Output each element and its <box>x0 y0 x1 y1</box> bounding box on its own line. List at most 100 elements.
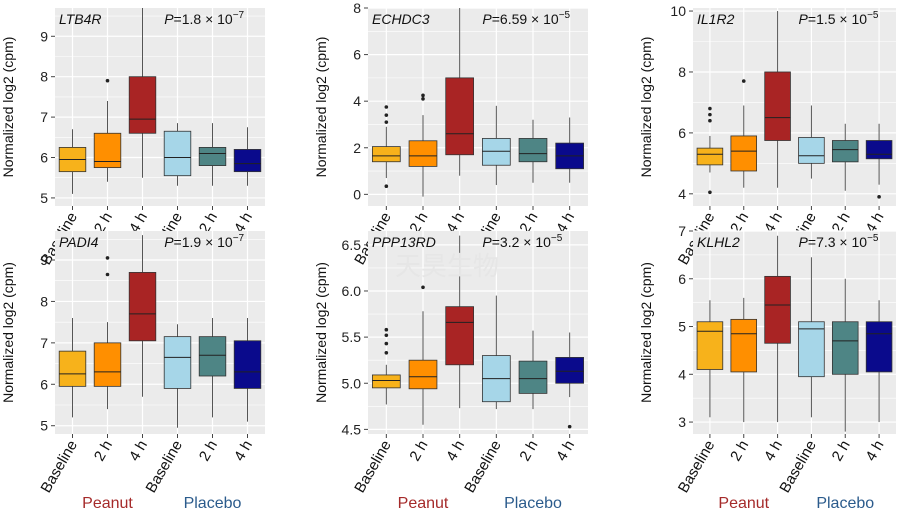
box-klhl2-4 <box>831 278 859 432</box>
y-tick-label: 6 <box>678 125 686 141</box>
group-label-placebo: Placebo <box>184 495 242 512</box>
y-tick-label: 5 <box>40 418 48 434</box>
box-il1r2-0 <box>696 106 724 195</box>
iqr-box <box>831 140 859 163</box>
outlier-point <box>384 341 389 346</box>
iqr-box <box>730 318 758 373</box>
y-tick-label: 0 <box>353 186 361 202</box>
panel-background <box>368 231 588 434</box>
gene-name: ECHDC3 <box>372 11 430 27</box>
y-axis-label: Normalized log2 (cpm) <box>0 262 16 403</box>
gene-name: IL1R2 <box>697 11 735 27</box>
p-value-annotation: P=1.9 × 10−7 <box>164 233 244 250</box>
box-ppp13rd-1 <box>408 285 438 425</box>
y-tick-label: 6.0 <box>342 283 362 299</box>
group-label-peanut: Peanut <box>398 495 449 512</box>
outlier-point <box>384 184 389 188</box>
iqr-box <box>93 132 122 169</box>
outlier-point <box>421 285 425 290</box>
group-label-peanut: Peanut <box>82 495 133 512</box>
box-klhl2-0 <box>696 300 724 418</box>
p-value-annotation: P=6.59 × 10−5 <box>482 10 570 27</box>
outlier-point <box>567 424 572 429</box>
p-symbol: P <box>482 234 492 250</box>
outlier-point <box>421 93 425 98</box>
y-tick-label: 6 <box>353 47 361 63</box>
group-label-peanut: Peanut <box>718 495 769 512</box>
iqr-box <box>371 146 401 163</box>
p-mantissa: 1.5 × 10 <box>816 11 867 27</box>
box-il1r2-1 <box>730 79 758 188</box>
x-category-label: 2 h <box>727 438 752 465</box>
gene-name: PADI4 <box>59 234 99 250</box>
watermark: 天昊生物 <box>395 252 499 282</box>
box-ltb4r-2 <box>128 8 157 178</box>
box-klhl2-2 <box>764 235 791 423</box>
p-equals: = <box>808 234 816 250</box>
iqr-box <box>555 357 585 384</box>
p-exponent: −7 <box>233 10 245 21</box>
box-ppp13rd-3 <box>481 295 511 410</box>
p-mantissa: 1.8 × 10 <box>182 11 233 27</box>
panel-background <box>693 8 896 206</box>
x-category-label: 2 h <box>91 438 116 465</box>
box-echdc3-3 <box>481 105 511 186</box>
p-equals: = <box>174 234 182 250</box>
iqr-box <box>408 140 438 167</box>
box-klhl2-5 <box>865 300 893 423</box>
gene-name: LTB4R <box>59 11 102 27</box>
outlier-point <box>384 351 389 355</box>
y-tick-label: 6 <box>678 271 686 287</box>
panel-background <box>55 8 265 206</box>
p-equals: = <box>492 234 500 250</box>
box-ppp13rd-5 <box>555 332 585 429</box>
iqr-box <box>58 350 87 387</box>
panel-background <box>693 231 896 434</box>
y-tick-label: 7 <box>40 109 48 125</box>
outlier-point <box>708 190 712 195</box>
p-symbol: P <box>482 11 492 27</box>
iqr-box <box>518 360 548 394</box>
y-tick-label: 4 <box>353 93 361 109</box>
outlier-point <box>384 105 389 109</box>
iqr-box <box>764 275 791 344</box>
y-tick-label: 4.5 <box>342 421 362 437</box>
box-padi4-5 <box>233 318 262 422</box>
box-ppp13rd-2 <box>445 235 475 409</box>
box-il1r2-3 <box>798 105 825 179</box>
y-tick-label: 4 <box>678 366 686 382</box>
p-mantissa: 6.59 × 10 <box>500 11 559 27</box>
box-padi4-2 <box>128 235 157 397</box>
iqr-box <box>128 76 157 134</box>
y-axis-label: Normalized log2 (cpm) <box>0 37 16 178</box>
p-mantissa: 3.2 × 10 <box>500 234 551 250</box>
p-exponent: −7 <box>233 233 245 244</box>
p-symbol: P <box>799 234 809 250</box>
panel-background <box>368 8 588 206</box>
box-klhl2-3 <box>798 257 825 418</box>
outlier-point <box>741 79 746 83</box>
box-il1r2-5 <box>865 123 893 199</box>
iqr-box <box>696 321 724 370</box>
box-il1r2-2 <box>764 11 791 188</box>
group-label-placebo: Placebo <box>816 495 874 512</box>
chart-panel-padi4: 5 6 7 8 9 Normalized log2 (cpm) Baseline 2 h 4 h… <box>0 231 265 512</box>
outlier-point <box>384 333 389 338</box>
iqr-box <box>445 77 475 156</box>
y-tick-label: 5.5 <box>342 329 362 345</box>
box-ltb4r-3 <box>163 123 192 186</box>
iqr-box <box>798 137 825 164</box>
iqr-box <box>233 149 262 173</box>
x-category-label: 2 h <box>829 438 854 465</box>
y-axis-label: Normalized log2 (cpm) <box>313 262 329 403</box>
y-axis-label: Normalized log2 (cpm) <box>313 37 329 178</box>
iqr-box <box>371 374 401 389</box>
iqr-box <box>93 342 122 387</box>
outlier-point <box>384 327 389 332</box>
y-tick-label: 5.0 <box>342 375 362 391</box>
box-ppp13rd-4 <box>518 330 548 410</box>
outlier-point <box>708 106 712 111</box>
box-ppp13rd-0 <box>371 327 401 405</box>
p-value-annotation: P=3.2 × 10−5 <box>482 233 562 250</box>
